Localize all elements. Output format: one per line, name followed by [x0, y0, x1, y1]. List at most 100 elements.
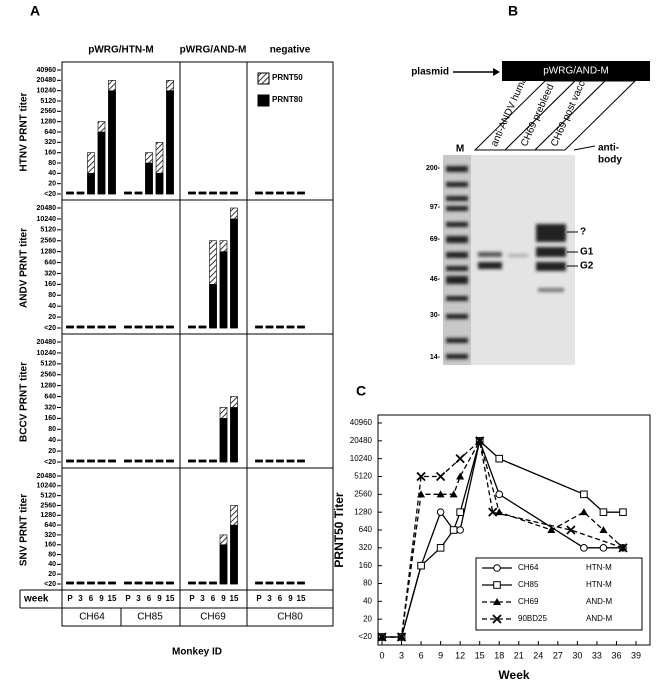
y-tick-label: 80 [363, 579, 372, 588]
bar [265, 325, 274, 329]
legend-label: CH85 [518, 580, 539, 589]
panel-label: A [30, 3, 40, 19]
y-tick-label: 640 [44, 259, 56, 266]
week-label: week [23, 594, 49, 605]
y-tick-label: <20 [44, 459, 56, 466]
y-axis-label: SNV PRNT titer [19, 494, 30, 566]
group-label: CH64 [79, 612, 105, 623]
x-tick-label: 30 [572, 650, 582, 660]
bar [219, 544, 228, 585]
bar [276, 581, 284, 585]
bar [76, 325, 85, 329]
marker [580, 490, 588, 499]
bar [276, 459, 284, 463]
bar [297, 325, 305, 329]
x-tick-label: 9 [157, 594, 162, 603]
bar [108, 581, 116, 585]
y-tick-label: 10240 [37, 483, 57, 490]
legend-box [475, 557, 643, 631]
bar [87, 581, 95, 585]
x-tick-label: 3 [200, 594, 205, 603]
bar [255, 325, 263, 329]
marker [492, 614, 502, 624]
marker [493, 598, 501, 605]
x-tick-label: 9 [288, 594, 293, 603]
size-marker: 69- [430, 236, 441, 243]
bar [66, 325, 74, 329]
marker [599, 544, 608, 552]
y-tick-label: 5120 [40, 98, 56, 105]
marker [417, 561, 425, 570]
y-tick-label: 20 [363, 614, 372, 623]
bar [255, 191, 263, 195]
y-tick-label: 1280 [40, 248, 56, 255]
size-marker: 200- [426, 165, 441, 172]
bar [134, 325, 143, 329]
bar [124, 581, 132, 585]
bar [134, 191, 143, 195]
marker [495, 454, 504, 463]
bar [66, 191, 74, 195]
bar [286, 459, 295, 463]
bar [188, 459, 196, 463]
column-header: pWRG/AND-M [180, 45, 247, 56]
y-tick-label: 40 [48, 437, 56, 444]
bar [265, 191, 274, 195]
bar [188, 191, 196, 195]
bar [219, 251, 228, 329]
bar [124, 191, 132, 195]
bar [66, 581, 74, 585]
marker [618, 543, 628, 553]
group-label: CH69 [200, 612, 226, 623]
bar [219, 418, 228, 463]
bar [255, 459, 263, 463]
y-tick-label: 320 [44, 139, 56, 146]
x-tick-label: 15 [108, 594, 117, 603]
y-axis-label: HTNV PRNT titer [19, 92, 30, 171]
x-tick-label: 15 [475, 650, 485, 660]
group-label: CH85 [137, 612, 163, 623]
panel-label: C [356, 383, 366, 399]
bar [87, 459, 95, 463]
bar [155, 173, 164, 195]
legend-swatch [257, 94, 270, 107]
marker [580, 544, 588, 552]
lane-headers [473, 80, 637, 151]
x-tick-label: 6 [211, 594, 216, 603]
group-label: CH80 [277, 612, 303, 623]
bar [155, 325, 164, 329]
y-tick-label: 20 [48, 571, 56, 578]
band-label: G2 [580, 261, 594, 272]
bar [145, 459, 153, 463]
y-tick-label: 640 [44, 129, 56, 136]
bar [145, 162, 153, 195]
bar [198, 325, 207, 329]
y-tick-label: 40 [363, 596, 372, 605]
x-axis-label: Week [498, 668, 529, 682]
y-tick-label: <20 [44, 325, 56, 332]
bar [166, 325, 174, 329]
y-tick-label: 80 [48, 426, 56, 433]
bar [276, 191, 284, 195]
band-label: ? [580, 227, 586, 238]
x-tick-label: 3 [78, 594, 83, 603]
x-axis-label: Monkey ID [172, 647, 222, 658]
bar [145, 581, 153, 585]
bar [97, 581, 106, 585]
bar [276, 325, 284, 329]
column-header: negative [270, 45, 311, 56]
y-tick-label: <20 [358, 632, 372, 641]
x-tick-label: P [256, 594, 262, 603]
y-tick-label: 10240 [37, 88, 57, 95]
marker [599, 526, 608, 533]
x-tick-label: 21 [514, 650, 524, 660]
y-tick-label: 160 [44, 150, 56, 157]
marker [619, 508, 627, 516]
plasmid-name: pWRG/AND-M [543, 66, 609, 77]
marker [599, 508, 608, 516]
y-tick-label: 10240 [37, 350, 57, 357]
bar [297, 191, 305, 195]
marker [455, 454, 465, 464]
bar [230, 218, 238, 329]
